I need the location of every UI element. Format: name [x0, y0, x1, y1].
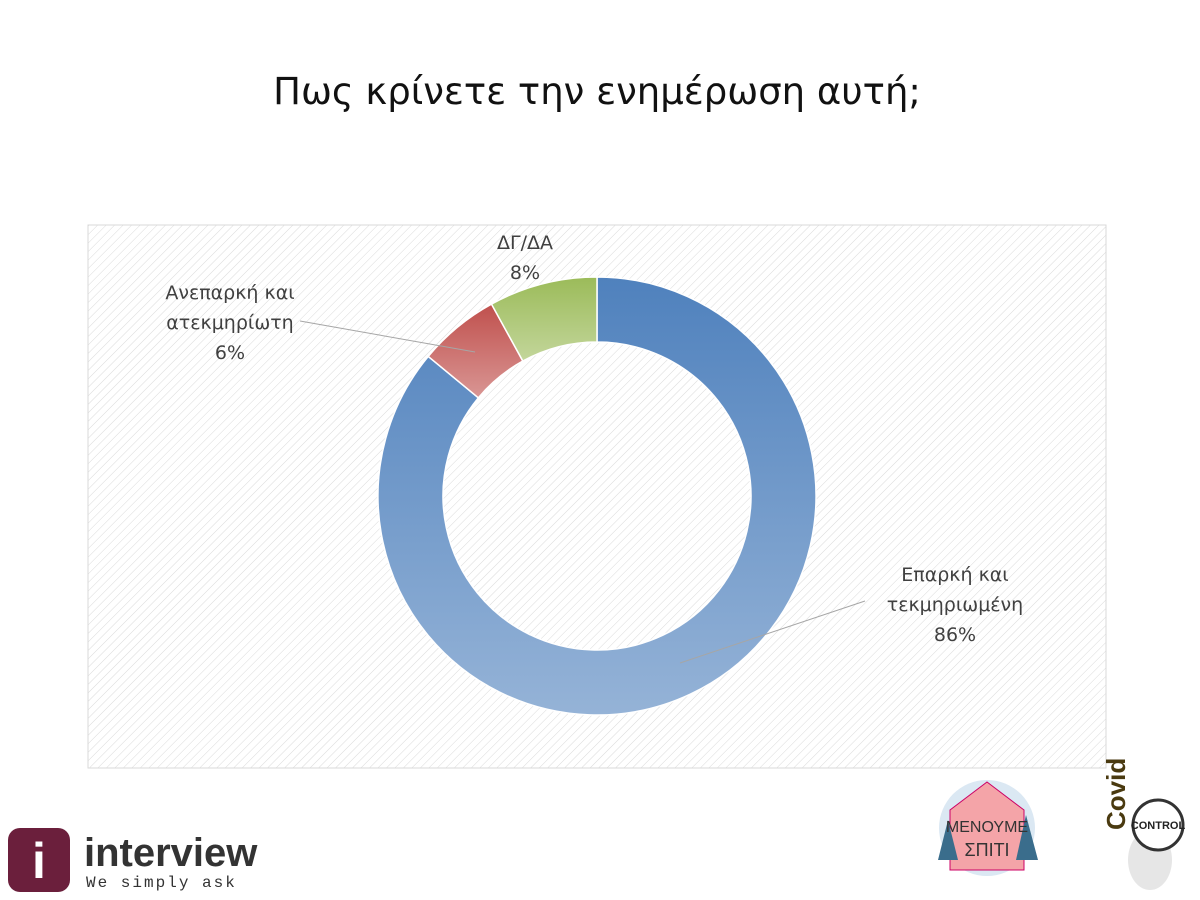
logo-i: i — [32, 833, 46, 889]
control-text: CONTROL — [1131, 820, 1186, 832]
value-label: 8% — [509, 262, 541, 284]
donut-slice — [490, 276, 598, 363]
value-label: 86% — [933, 624, 977, 646]
leader-line — [679, 600, 866, 664]
chart-title: Πως κρίνετε την ενημέρωση αυτή; — [273, 70, 921, 113]
donut-slice — [377, 276, 817, 716]
house — [949, 781, 1025, 871]
covid-text: Covid — [1101, 758, 1131, 830]
category-label: Ανεπαρκή και ατεκμηρίωτη — [165, 282, 295, 334]
tree — [938, 820, 958, 860]
data-label: Επαρκή και τεκμηριωμένη 86% — [875, 560, 1035, 650]
campaign-text: ΣΠΙΤΙ — [964, 840, 1009, 860]
tree — [1016, 815, 1038, 860]
tagline: We simply ask — [86, 874, 237, 892]
category-label: ΔΓ/ΔΑ — [497, 232, 553, 254]
campaign-text: ΜΕΝΟΥΜΕ — [946, 819, 1028, 836]
leader-line — [299, 320, 476, 353]
value-label: 6% — [214, 342, 246, 364]
logo-mark — [8, 828, 70, 892]
data-label: ΔΓ/ΔΑ 8% — [465, 228, 585, 288]
data-label: Ανεπαρκή και ατεκμηρίωτη 6% — [150, 278, 310, 368]
brand: interview — [84, 831, 258, 875]
category-label: Επαρκή και τεκμηριωμένη — [886, 564, 1024, 616]
sign — [1131, 798, 1185, 852]
